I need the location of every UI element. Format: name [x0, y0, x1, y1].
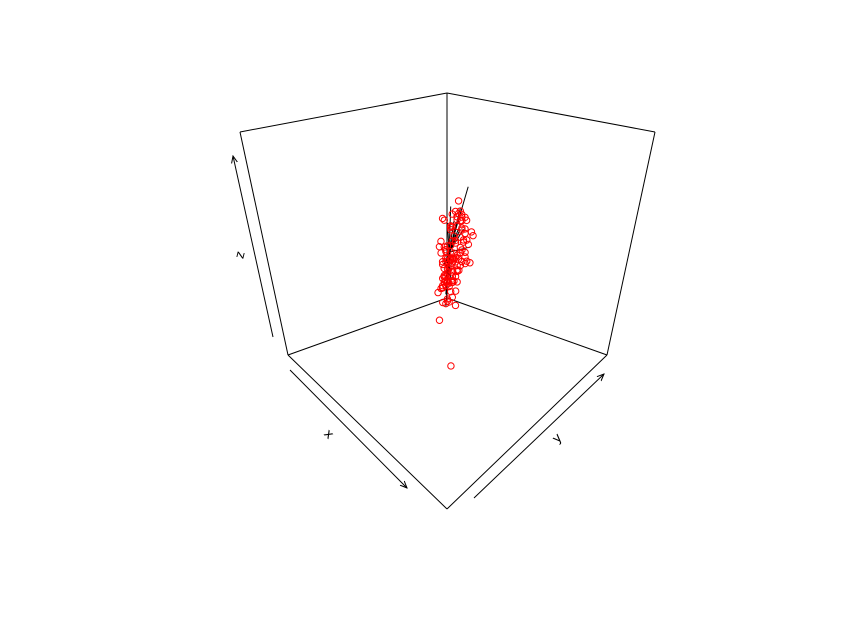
data-point	[446, 222, 455, 230]
box-edge-right-vertical	[606, 131, 656, 356]
z-axis-label: z	[233, 250, 249, 260]
box-edge-back-right-top	[446, 92, 656, 133]
data-point	[439, 284, 447, 292]
data-point	[463, 257, 471, 265]
data-point	[451, 301, 460, 310]
data-point	[435, 316, 444, 324]
data-point	[451, 236, 460, 245]
data-point	[461, 225, 469, 233]
data-point	[458, 257, 466, 266]
data-point	[439, 298, 447, 307]
data-point	[437, 249, 445, 257]
data-point	[447, 362, 455, 370]
data-point	[438, 274, 447, 283]
z-axis-arrow	[233, 156, 274, 338]
data-point	[458, 226, 466, 234]
box-edge-back-left-top	[239, 92, 448, 133]
data-point	[445, 264, 453, 273]
x-axis-label: x	[320, 426, 336, 442]
data-point	[469, 231, 477, 240]
data-point	[447, 262, 455, 271]
plot-box	[239, 92, 656, 510]
x-axis-arrow	[289, 369, 407, 488]
data-point	[447, 226, 455, 234]
data-point	[453, 267, 461, 276]
data-point	[443, 242, 452, 250]
axis-arrows	[233, 156, 604, 499]
data-point	[443, 295, 452, 303]
data-point	[451, 287, 460, 295]
data-point	[453, 278, 461, 286]
data-point	[458, 224, 466, 232]
data-point	[442, 254, 450, 262]
radial-line	[448, 221, 455, 253]
y-axis-label: y	[549, 430, 565, 446]
data-point	[454, 197, 463, 205]
data-point	[443, 279, 452, 287]
box-edge-floor-back-right	[446, 297, 608, 356]
box-edge-floor-back-left	[287, 297, 448, 356]
data-point	[440, 216, 449, 224]
box-edge-floor-front-left	[287, 354, 448, 510]
y-axis-arrow	[473, 374, 604, 499]
data-point	[458, 217, 466, 225]
data-point	[438, 214, 447, 223]
data-point	[442, 299, 450, 308]
box-edge-floor-front-right	[446, 354, 608, 510]
data-point	[459, 238, 468, 246]
data-point	[451, 253, 460, 262]
data-point	[453, 216, 461, 224]
data-point	[451, 239, 460, 247]
data-point	[456, 207, 465, 215]
data-point	[467, 228, 476, 236]
box-edge-left-vertical	[239, 131, 289, 356]
data-point	[448, 293, 456, 301]
data-point	[456, 243, 465, 252]
data-point	[437, 237, 445, 246]
data-point	[450, 249, 458, 257]
data-point	[440, 264, 448, 273]
point-series	[434, 197, 477, 370]
